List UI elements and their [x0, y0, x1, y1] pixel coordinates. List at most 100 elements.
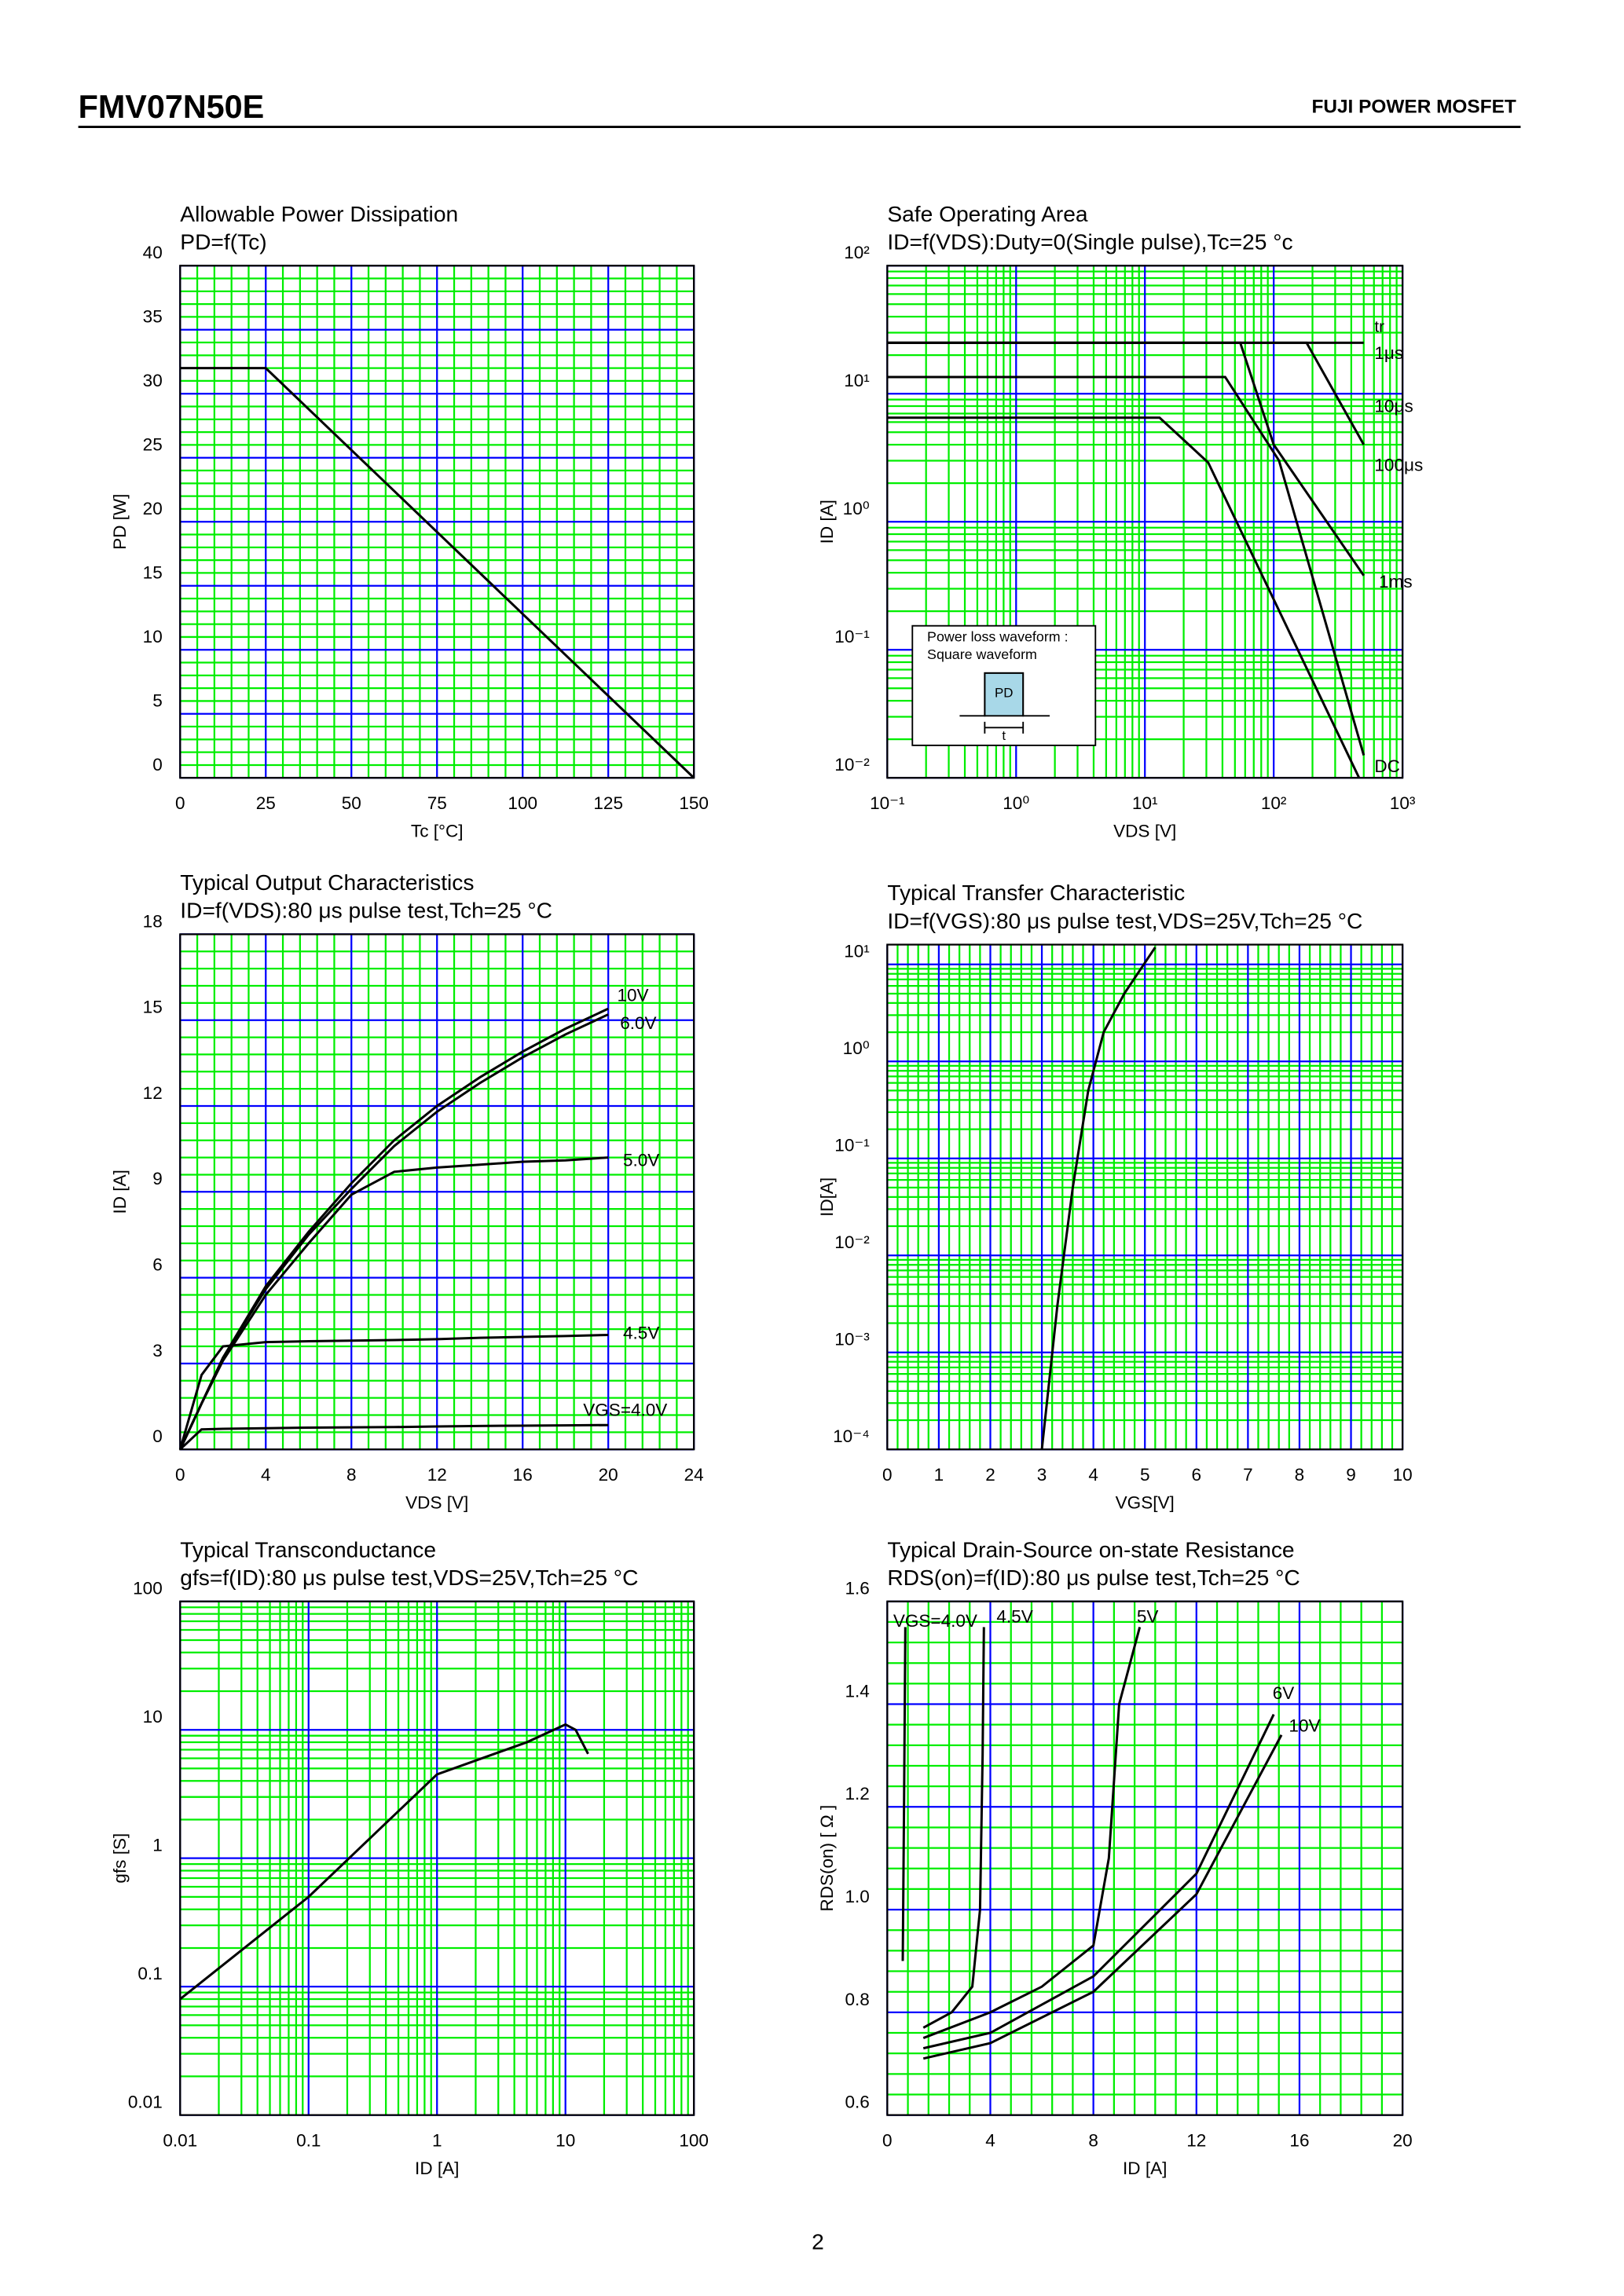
- series-line: [922, 1627, 1142, 2039]
- series-line: [179, 1423, 609, 1451]
- x-tick-label: 150: [679, 793, 709, 813]
- y-tick-label: 10⁻¹: [834, 1136, 870, 1155]
- x-tick-label: 10²: [1261, 793, 1287, 813]
- x-tick-label: 25: [256, 793, 276, 813]
- page-number: 2: [812, 2229, 824, 2254]
- y-tick-label: 3: [152, 1341, 163, 1360]
- y-tick-label: 18: [143, 911, 163, 931]
- x-tick-label: 7: [1243, 1465, 1253, 1485]
- series-line: [1040, 947, 1157, 1450]
- x-tick-label: 8: [1088, 2130, 1098, 2150]
- series-line: [887, 341, 1366, 577]
- series-line: [887, 416, 1361, 778]
- y-tick-label: 10: [143, 627, 163, 646]
- y-tick-label: 0.6: [845, 2093, 869, 2112]
- y-tick-label: 0.1: [137, 1964, 162, 1983]
- series-line: [178, 1333, 609, 1450]
- chart-title: Typical Transfer Characteristic: [887, 880, 1185, 905]
- chart-title: Allowable Power Dissipation: [180, 201, 458, 226]
- y-axis-label: ID [A]: [110, 1170, 130, 1214]
- x-axis-label: VDS [V]: [405, 1493, 468, 1513]
- series-line: [922, 1627, 985, 2029]
- x-tick-label: 20: [599, 1465, 618, 1485]
- series-line: [922, 1713, 1275, 2050]
- x-tick-label: 8: [1295, 1465, 1305, 1485]
- x-tick-label: 100: [508, 793, 537, 813]
- x-tick-label: 24: [684, 1465, 704, 1485]
- x-tick-label: 0: [882, 2130, 893, 2150]
- y-tick-label: 10⁰: [843, 499, 870, 518]
- x-tick-label: 4: [985, 2130, 995, 2150]
- inset-pulse-label: PD: [995, 686, 1014, 701]
- y-tick-label: 15: [143, 998, 163, 1017]
- x-tick-label: 12: [1186, 2130, 1206, 2150]
- y-tick-label: 10⁻²: [834, 1232, 870, 1252]
- x-tick-label: 0.01: [163, 2130, 197, 2150]
- y-tick-label: 10⁻³: [834, 1330, 870, 1349]
- x-axis-label: VDS [V]: [1113, 822, 1176, 841]
- series-label: 6V: [1273, 1683, 1295, 1703]
- x-tick-label: 0: [175, 793, 185, 813]
- x-tick-label: 3: [1037, 1465, 1047, 1485]
- x-tick-label: 75: [427, 793, 447, 813]
- y-tick-label: 10¹: [844, 942, 870, 961]
- x-tick-label: 0: [882, 1465, 893, 1485]
- chart-title: Typical Output Characteristics: [180, 870, 474, 895]
- y-tick-label: 1: [152, 1836, 163, 1855]
- x-tick-label: 5: [1140, 1465, 1150, 1485]
- y-tick-label: 0: [152, 755, 163, 774]
- x-axis-label: ID [A]: [1123, 2159, 1167, 2178]
- chart-subtitle: ID=f(VDS):Duty=0(Single pulse),Tc=25 °c: [887, 229, 1292, 254]
- series-line: [180, 367, 695, 779]
- series-label: 4.5V: [996, 1606, 1032, 1626]
- x-tick-label: 0: [175, 1465, 185, 1485]
- x-tick-label: 16: [1289, 2130, 1309, 2150]
- y-tick-label: 25: [143, 435, 163, 455]
- chart-title: Safe Operating Area: [887, 201, 1088, 226]
- y-tick-label: 0.8: [845, 1990, 869, 2009]
- chart-subtitle: PD=f(Tc): [180, 229, 266, 254]
- chart-title: Typical Transconductance: [180, 1536, 436, 1562]
- y-tick-label: 10⁰: [843, 1038, 870, 1058]
- x-tick-label: 6: [1192, 1465, 1202, 1485]
- y-tick-label: 10: [143, 1707, 163, 1727]
- y-tick-label: 15: [143, 563, 163, 583]
- y-tick-label: 40: [143, 243, 163, 262]
- x-tick-label: 1: [432, 2130, 442, 2150]
- y-tick-label: 10⁻²: [834, 755, 870, 774]
- y-tick-label: 20: [143, 499, 163, 518]
- y-tick-label: 5: [152, 691, 163, 711]
- x-tick-label: 12: [427, 1465, 447, 1485]
- y-tick-label: 1.2: [845, 1784, 869, 1803]
- y-tick-label: 35: [143, 307, 163, 327]
- x-tick-label: 8: [346, 1465, 357, 1485]
- y-tick-label: 1.6: [845, 1579, 869, 1598]
- y-tick-label: 12: [143, 1083, 163, 1103]
- x-axis-label: ID [A]: [415, 2159, 459, 2178]
- plot-frame: [886, 943, 1404, 1451]
- inset-text: Square waveform: [927, 646, 1037, 662]
- y-axis-label: ID [A]: [817, 500, 837, 544]
- y-tick-label: 10²: [844, 243, 870, 262]
- series-line: [901, 1627, 907, 1961]
- y-tick-label: 0.01: [128, 2093, 163, 2112]
- plot-frame: [179, 933, 695, 1451]
- y-axis-label: PD [W]: [110, 494, 130, 550]
- series-label: 5V: [1137, 1606, 1159, 1626]
- x-tick-label: 1: [934, 1465, 944, 1485]
- inset-waveform: [959, 672, 1050, 717]
- chart-subtitle: RDS(on)=f(ID):80 μs pulse test,Tch=25 °C: [887, 1565, 1300, 1590]
- y-tick-label: 1.0: [845, 1887, 869, 1906]
- chart-subtitle: ID=f(VGS):80 μs pulse test,VDS=25V,Tch=2…: [887, 908, 1362, 933]
- chart-subtitle: gfs=f(ID):80 μs pulse test,VDS=25V,Tch=2…: [180, 1565, 638, 1590]
- series-label: 5.0V: [623, 1151, 659, 1170]
- chart-title: Typical Drain-Source on-state Resistance: [887, 1536, 1294, 1562]
- series-line: [887, 375, 1366, 756]
- x-tick-label: 10⁻¹: [870, 793, 905, 813]
- y-axis-label: ID[A]: [817, 1177, 837, 1217]
- series-label: 100μs: [1374, 456, 1423, 475]
- y-tick-label: 30: [143, 371, 163, 390]
- x-tick-label: 16: [513, 1465, 533, 1485]
- series-label: 10μs: [1374, 397, 1413, 416]
